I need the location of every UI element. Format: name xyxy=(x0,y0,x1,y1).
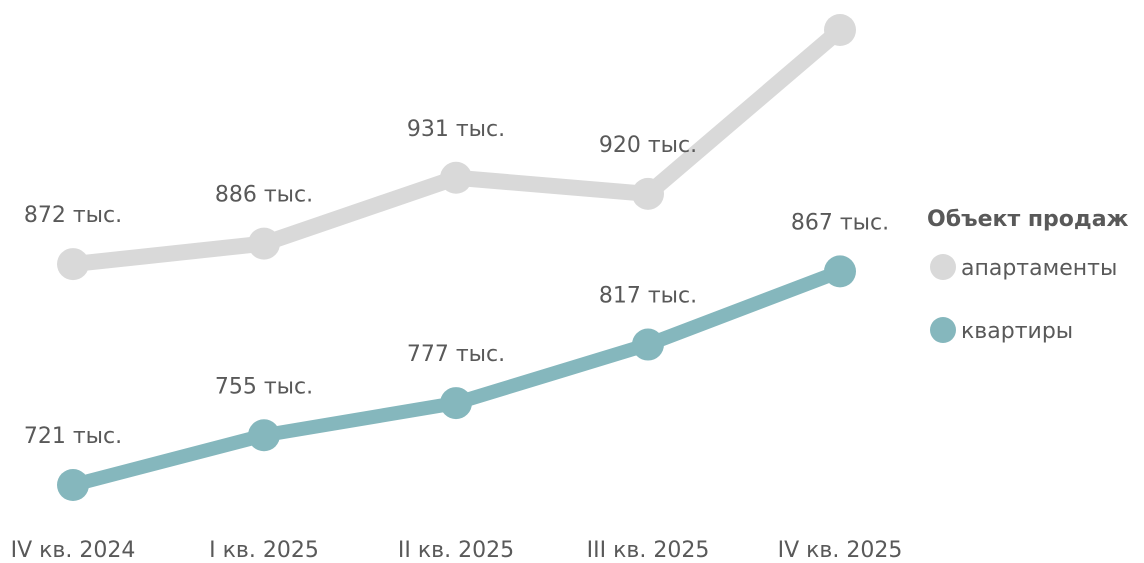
x-tick-label-0: IV кв. 2024 xyxy=(11,538,136,563)
data-point-apartments-1 xyxy=(248,227,280,260)
data-label-flats-3: 817 тыс. xyxy=(599,284,697,309)
x-tick-label-1: I кв. 2025 xyxy=(209,538,319,563)
legend-label-apartments: апартаменты xyxy=(961,256,1117,281)
series-flats: 721 тыс. 755 тыс. 777 тыс. 817 тыс. 867 тыс. xyxy=(24,210,889,501)
series-line-apartments xyxy=(72,23,846,273)
data-label-apartments-1: 886 тыс. xyxy=(215,183,313,208)
data-point-flats-3 xyxy=(632,328,664,361)
legend-title: Объект продаж xyxy=(927,207,1129,232)
data-label-flats-2: 777 тыс. xyxy=(407,342,505,367)
data-point-flats-0 xyxy=(57,469,89,501)
series-line-flats xyxy=(71,264,843,492)
x-tick-label-4: IV кв. 2025 xyxy=(778,538,903,563)
legend-marker-flats xyxy=(930,317,956,343)
data-point-apartments-0 xyxy=(57,248,89,281)
data-label-apartments-2: 931 тыс. xyxy=(407,117,505,142)
legend: Объект продаж апартаменты квартиры xyxy=(927,207,1129,344)
data-label-apartments-3: 920 тыс. xyxy=(599,133,697,158)
x-tick-label-2: II кв. 2025 xyxy=(398,538,514,563)
data-point-flats-2 xyxy=(440,387,472,420)
data-label-flats-4: 867 тыс. xyxy=(791,210,889,235)
series-apartments: 872 тыс.886 тыс.931 тыс.920 тыс.1 032 ты… xyxy=(24,14,856,281)
legend-label-flats: квартиры xyxy=(961,319,1073,344)
data-label-flats-1: 755 тыс. xyxy=(215,374,313,399)
data-label-flats-0: 721 тыс. xyxy=(24,424,122,449)
data-point-flats-1 xyxy=(248,419,280,452)
data-point-flats-4 xyxy=(824,255,856,288)
x-axis: IV кв. 2024 I кв. 2025 II кв. 2025 III кв. … xyxy=(11,538,903,563)
data-point-apartments-4 xyxy=(824,14,856,46)
x-tick-label-3: III кв. 2025 xyxy=(587,538,710,563)
series-layer: 872 тыс.886 тыс.931 тыс.920 тыс.1 032 ты… xyxy=(24,14,889,501)
legend-marker-apartments xyxy=(930,254,956,280)
data-point-apartments-3 xyxy=(632,177,664,210)
data-point-apartments-2 xyxy=(440,161,472,194)
data-label-apartments-0: 872 тыс. xyxy=(24,203,122,228)
